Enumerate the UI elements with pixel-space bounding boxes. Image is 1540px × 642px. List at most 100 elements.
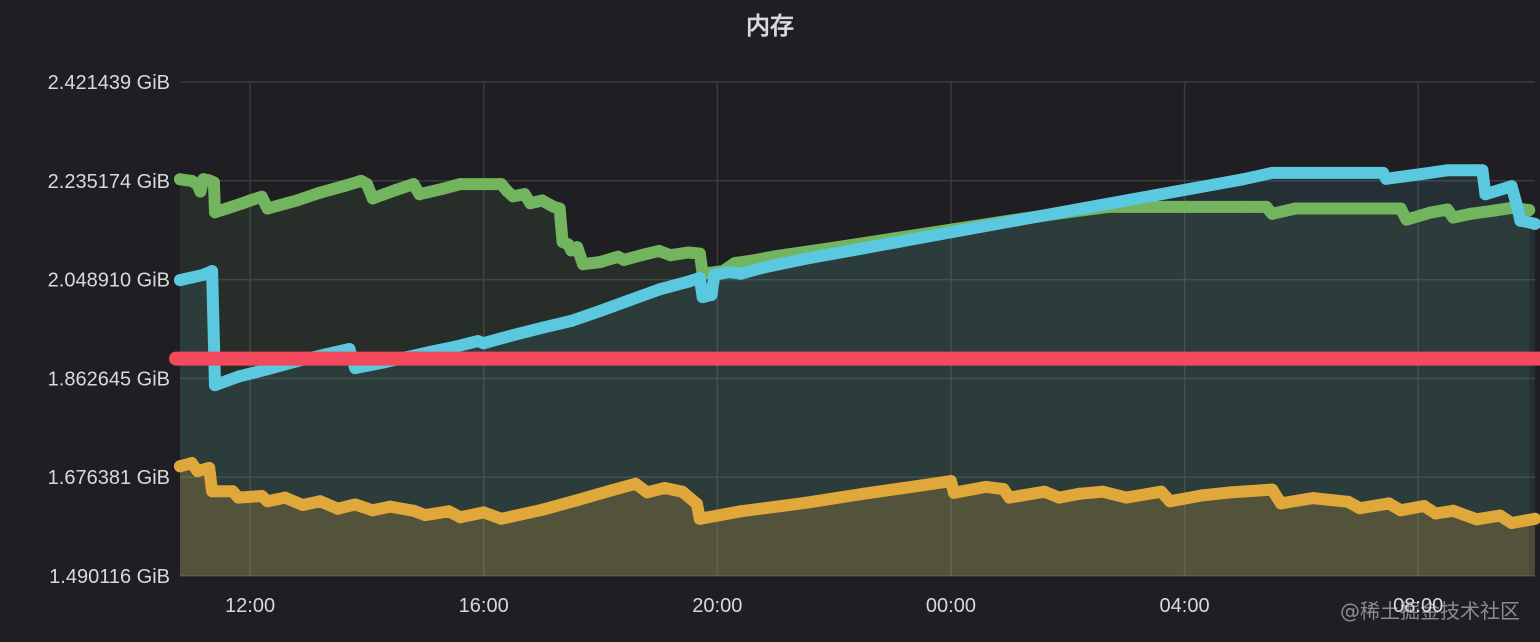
data-point: [1488, 205, 1500, 217]
data-point: [262, 203, 274, 215]
data-point: [507, 190, 519, 202]
data-point: [1266, 208, 1278, 220]
data-point: [367, 504, 379, 516]
data-point: [571, 241, 583, 253]
data-point: [1225, 486, 1237, 498]
data-point: [1208, 179, 1220, 191]
data-point: [209, 379, 221, 391]
x-tick-label: 16:00: [459, 595, 509, 617]
data-point: [1412, 169, 1424, 181]
data-point: [735, 505, 747, 517]
data-point: [297, 499, 309, 511]
data-point: [1395, 504, 1407, 516]
data-point: [694, 513, 706, 525]
data-point: [1424, 207, 1436, 219]
data-point: [478, 506, 490, 518]
data-point: [606, 484, 618, 496]
data-point: [708, 269, 720, 281]
y-tick-label: 1.490116 GiB: [49, 566, 170, 588]
data-point: [536, 504, 548, 516]
data-point: [256, 191, 268, 203]
data-point: [758, 261, 770, 273]
data-point: [1237, 201, 1249, 213]
data-point: [641, 486, 653, 498]
data-point: [1447, 505, 1459, 517]
data-point: [414, 188, 426, 200]
data-point: [367, 192, 379, 204]
data-point: [1097, 486, 1109, 498]
data-point: [1179, 201, 1191, 213]
y-tick-label: 2.048910 GiB: [48, 270, 170, 292]
data-point: [857, 242, 869, 254]
data-point: [948, 487, 960, 499]
data-point: [1073, 488, 1085, 500]
data-point: [1295, 167, 1307, 179]
data-point: [1053, 492, 1065, 504]
data-point: [208, 177, 220, 189]
data-point: [1506, 180, 1518, 192]
data-point: [209, 206, 221, 218]
data-point: [723, 266, 735, 278]
data-point: [192, 465, 204, 477]
data-point: [676, 486, 688, 498]
data-point: [1395, 203, 1407, 215]
data-point: [174, 274, 186, 286]
data-point: [1476, 164, 1488, 176]
data-point: [203, 462, 215, 474]
data-point: [194, 186, 206, 198]
data-point: [1401, 214, 1413, 226]
data-point: [408, 505, 420, 517]
data-point: [665, 249, 677, 261]
data-point: [618, 254, 630, 266]
data-point: [857, 488, 869, 500]
data-point: [624, 294, 636, 306]
data-point: [174, 460, 186, 472]
data-point: [577, 258, 589, 270]
data-point: [1155, 486, 1167, 498]
data-point: [314, 187, 326, 199]
data-point: [408, 178, 420, 190]
data-point: [691, 498, 703, 510]
x-tick-label: 20:00: [692, 595, 742, 617]
data-point: [1266, 484, 1278, 496]
data-point: [595, 256, 607, 268]
data-point: [390, 184, 402, 196]
data-point: [799, 253, 811, 265]
data-point: [1441, 164, 1453, 176]
data-point: [279, 492, 291, 504]
y-tick-label: 2.421439 GiB: [48, 72, 170, 94]
data-point: [1307, 492, 1319, 504]
data-point: [206, 485, 218, 497]
data-point: [945, 475, 957, 487]
data-point: [974, 221, 986, 233]
data-point: [1494, 510, 1506, 522]
data-point: [244, 195, 256, 207]
y-tick-label: 1.862645 GiB: [48, 368, 170, 390]
data-point: [1430, 508, 1442, 520]
data-point: [349, 499, 361, 511]
data-point: [1038, 486, 1050, 498]
data-point: [1120, 492, 1132, 504]
data-point: [682, 276, 694, 288]
data-point: [1354, 203, 1366, 215]
data-point: [1342, 496, 1354, 508]
data-point: [571, 494, 583, 506]
data-point: [536, 322, 548, 334]
y-tick-label: 1.676381 GiB: [48, 467, 170, 489]
x-tick-label: 00:00: [926, 595, 976, 617]
data-point: [1465, 208, 1477, 220]
data-point: [653, 284, 665, 296]
data-point: [1383, 497, 1395, 509]
data-point: [524, 197, 536, 209]
data-point: [1360, 167, 1372, 179]
data-point: [735, 268, 747, 280]
data-point: [1033, 210, 1045, 222]
data-point: [916, 232, 928, 244]
watermark-text: @稀土掘金技术社区: [1340, 595, 1520, 624]
data-point: [1354, 502, 1366, 514]
data-point: [1506, 517, 1518, 529]
data-point: [659, 482, 671, 494]
data-point: [1290, 203, 1302, 215]
